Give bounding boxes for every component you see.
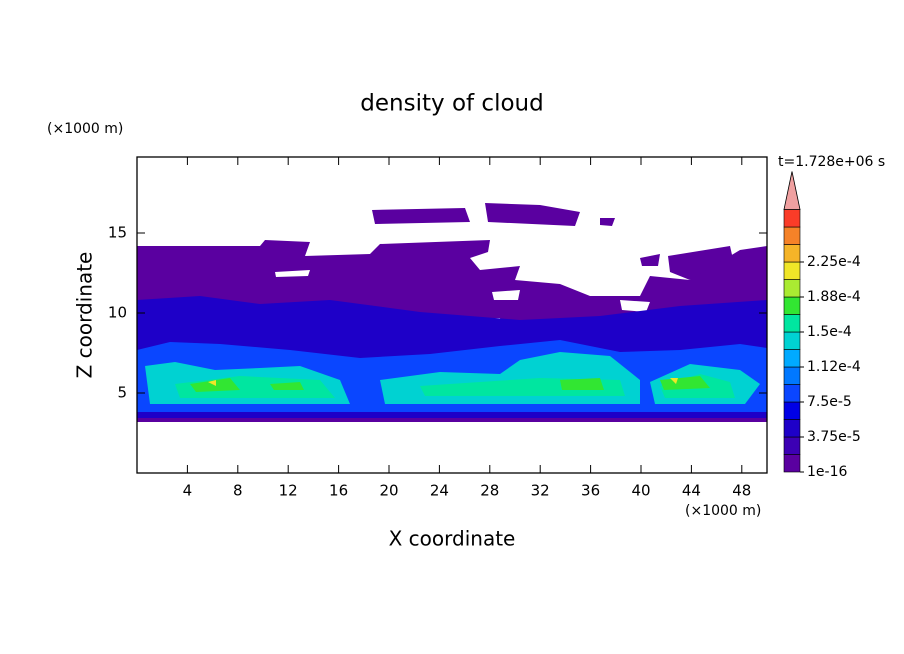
colorbar-extend [783, 171, 801, 210]
time-label: t=1.728e+06 s [778, 154, 885, 170]
y-unit: (×1000 m) [47, 121, 123, 137]
contour-region [372, 203, 735, 280]
colorbar-bin [783, 244, 801, 263]
colorbar-bin [783, 454, 801, 473]
contour-region [190, 376, 710, 392]
x-tick-label: 24 [430, 482, 449, 500]
plot-frame [136, 156, 768, 474]
contour-field [137, 203, 767, 422]
y-tick-label: 15 [108, 224, 127, 242]
colorbar-label: 3.75e-5 [807, 429, 861, 445]
colorbar-bin [783, 226, 801, 245]
x-tick-label: 8 [233, 482, 243, 500]
colorbar-bin [783, 436, 801, 455]
x-tick-label: 20 [379, 482, 398, 500]
chart-title: density of cloud [360, 91, 543, 117]
colorbar-bin [783, 209, 801, 228]
colorbar-bin [783, 296, 801, 315]
y-tick-label: 10 [108, 304, 127, 322]
colorbar-bin [783, 349, 801, 368]
colorbar-label: 7.5e-5 [807, 394, 852, 410]
y-axis-label: Z coordinate [73, 252, 97, 379]
colorbar-bin [783, 331, 801, 350]
colorbar-bin [783, 419, 801, 438]
colorbar-label: 1.12e-4 [807, 359, 861, 375]
colorbar-label: 1e-16 [807, 464, 847, 480]
colorbar-bin [783, 384, 801, 403]
colorbar-label: 1.88e-4 [807, 289, 861, 305]
x-unit: (×1000 m) [685, 503, 761, 519]
colorbar-bin [783, 261, 801, 280]
colorbar-bin [783, 366, 801, 385]
x-tick-label: 28 [480, 482, 499, 500]
colorbar-label: 2.25e-4 [807, 254, 861, 270]
colorbar-bin [783, 401, 801, 420]
colorbar-bin [783, 314, 801, 333]
x-tick-label: 16 [329, 482, 348, 500]
x-tick-label: 32 [531, 482, 550, 500]
x-axis-label: X coordinate [389, 527, 516, 551]
y-tick-label: 5 [117, 384, 127, 402]
x-tick-label: 36 [581, 482, 600, 500]
x-tick-label: 48 [732, 482, 751, 500]
x-tick-label: 12 [279, 482, 298, 500]
colorbar-label: 1.5e-4 [807, 324, 852, 340]
x-tick-label: 4 [183, 482, 193, 500]
colorbar-bin [783, 279, 801, 298]
x-tick-label: 40 [631, 482, 650, 500]
x-tick-label: 44 [682, 482, 701, 500]
